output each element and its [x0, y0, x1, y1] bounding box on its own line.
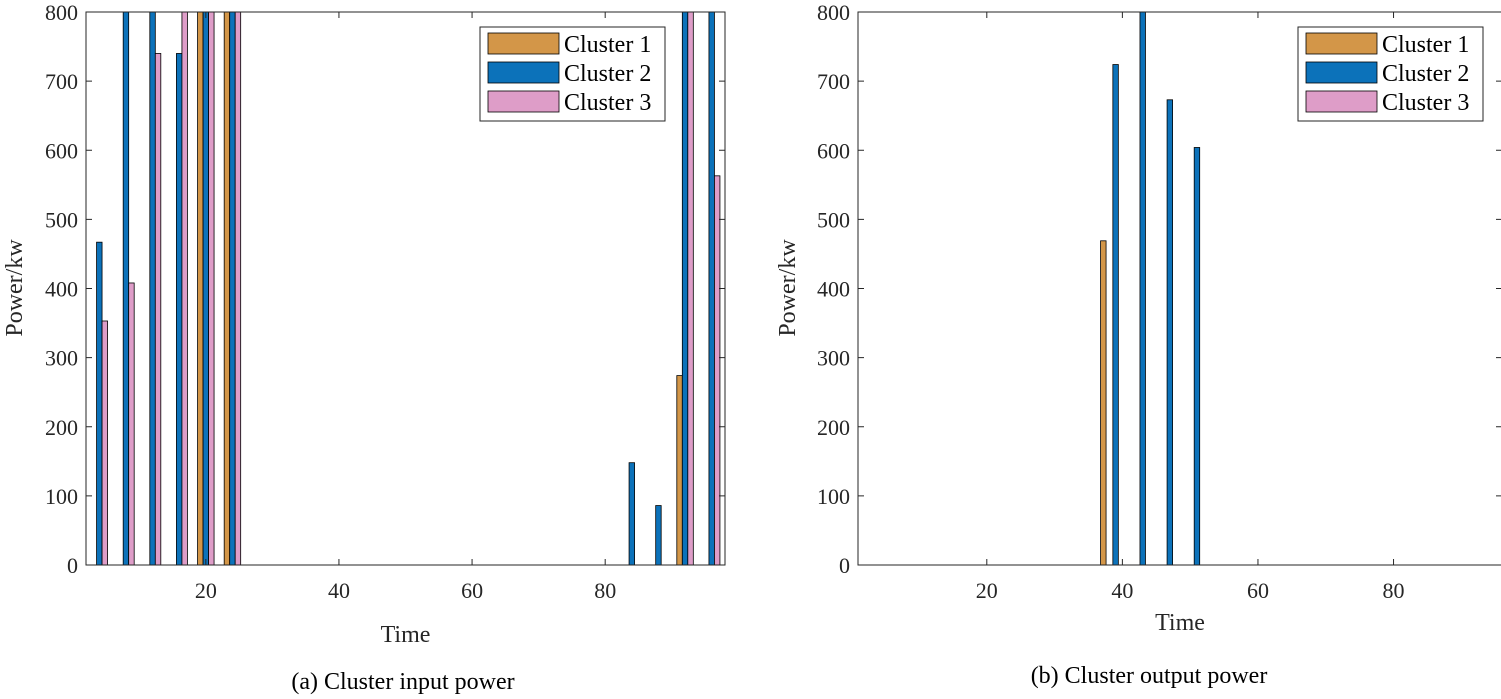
legend: Cluster 1 Cluster 2 Cluster 3: [1297, 26, 1484, 122]
y-axis-label: Power/kw: [2, 239, 28, 337]
bar-cluster-2-t39: [1112, 64, 1119, 566]
y-tick-label: 600: [45, 138, 78, 163]
y-tick-label: 200: [817, 415, 850, 440]
y-tick-label: 300: [817, 346, 850, 371]
legend-swatch: [487, 61, 560, 84]
y-tick-label: 0: [67, 553, 78, 578]
legend-label: Cluster 3: [1382, 90, 1469, 116]
x-axis-label: Time: [381, 622, 431, 648]
legend-label: Cluster 2: [564, 61, 651, 87]
bar-cluster-2-t92: [681, 12, 689, 565]
x-axis-label: Time: [1155, 610, 1205, 636]
y-tick-label: 500: [45, 207, 78, 232]
y-tick-label: 800: [817, 0, 850, 25]
bar-cluster-2-t51: [1193, 147, 1201, 566]
x-tick-label: 40: [1111, 578, 1133, 603]
bar-cluster-3-t4: [101, 320, 108, 565]
y-tick-label: 500: [817, 207, 850, 232]
y-tick-label: 700: [45, 69, 78, 94]
bar-cluster-2-t4: [96, 241, 103, 565]
y-tick-label: 400: [817, 277, 850, 302]
bar-cluster-1-t38: [1100, 240, 1107, 566]
legend-label: Cluster 3: [564, 90, 651, 116]
bar-cluster-1-t24: [223, 12, 231, 565]
y-tick-label: 100: [817, 484, 850, 509]
bar-cluster-1-t92: [676, 375, 683, 565]
y-tick-label: 300: [45, 346, 78, 371]
panel-a: 0 100 200 300 400 500 600 700 800 20 40 60 80 Time Pow…: [2, 0, 726, 695]
bar-cluster-3-t96: [714, 175, 721, 565]
legend-swatch: [487, 32, 560, 55]
bar-cluster-2-t43: [1139, 11, 1146, 566]
bar-cluster-2-t84: [628, 462, 635, 565]
legend-swatch: [487, 90, 560, 113]
y-tick-label: 100: [45, 484, 78, 509]
legend-label: Cluster 1: [564, 32, 651, 58]
bar-cluster-2-t88: [655, 505, 662, 565]
legend-swatch: [1305, 61, 1378, 84]
y-tick-label: 600: [817, 138, 850, 163]
bar-cluster-2-t96: [708, 12, 715, 565]
panel-b: 0 100 200 300 400 500 600 700 800 20 40 60 80 Time Pow…: [775, 0, 1501, 689]
x-tick-label: 40: [328, 578, 350, 603]
x-tick-label: 20: [976, 578, 998, 603]
x-tick-label: 80: [594, 578, 616, 603]
bar-cluster-3-t20: [208, 12, 215, 565]
x-tick-label: 60: [461, 578, 483, 603]
panel-caption: (a) Cluster input power: [291, 669, 514, 695]
y-tick-label: 400: [45, 277, 78, 302]
x-tick-label: 20: [195, 578, 217, 603]
y-tick-label: 700: [817, 69, 850, 94]
bar-cluster-2-t24: [229, 12, 236, 565]
legend: Cluster 1 Cluster 2 Cluster 3: [479, 26, 666, 122]
y-tick-label: 800: [45, 0, 78, 25]
bar-cluster-2-t47: [1166, 99, 1173, 566]
bar-cluster-2-t8: [122, 12, 130, 565]
y-tick-label: 200: [45, 415, 78, 440]
y-tick-label: 0: [839, 553, 850, 578]
bar-cluster-2-t16: [176, 53, 183, 565]
panel-caption: (b) Cluster output power: [1031, 663, 1268, 689]
bar-cluster-2-t12: [149, 12, 156, 565]
bar-cluster-3-t24: [234, 12, 242, 565]
y-axis-label: Power/kw: [775, 239, 801, 337]
legend-label: Cluster 2: [1382, 61, 1469, 87]
bar-cluster-2-t20: [202, 12, 209, 565]
bar-cluster-3-t16: [181, 12, 188, 565]
bar-cluster-3-t8: [128, 282, 135, 565]
x-tick-label: 80: [1383, 578, 1405, 603]
legend-label: Cluster 1: [1382, 32, 1469, 58]
bar-cluster-3-t92: [687, 12, 694, 565]
bar-cluster-1-t20: [197, 12, 204, 565]
bar-cluster-3-t12: [154, 53, 162, 565]
x-tick-label: 60: [1247, 578, 1269, 603]
legend-swatch: [1305, 90, 1378, 113]
legend-swatch: [1305, 32, 1378, 55]
